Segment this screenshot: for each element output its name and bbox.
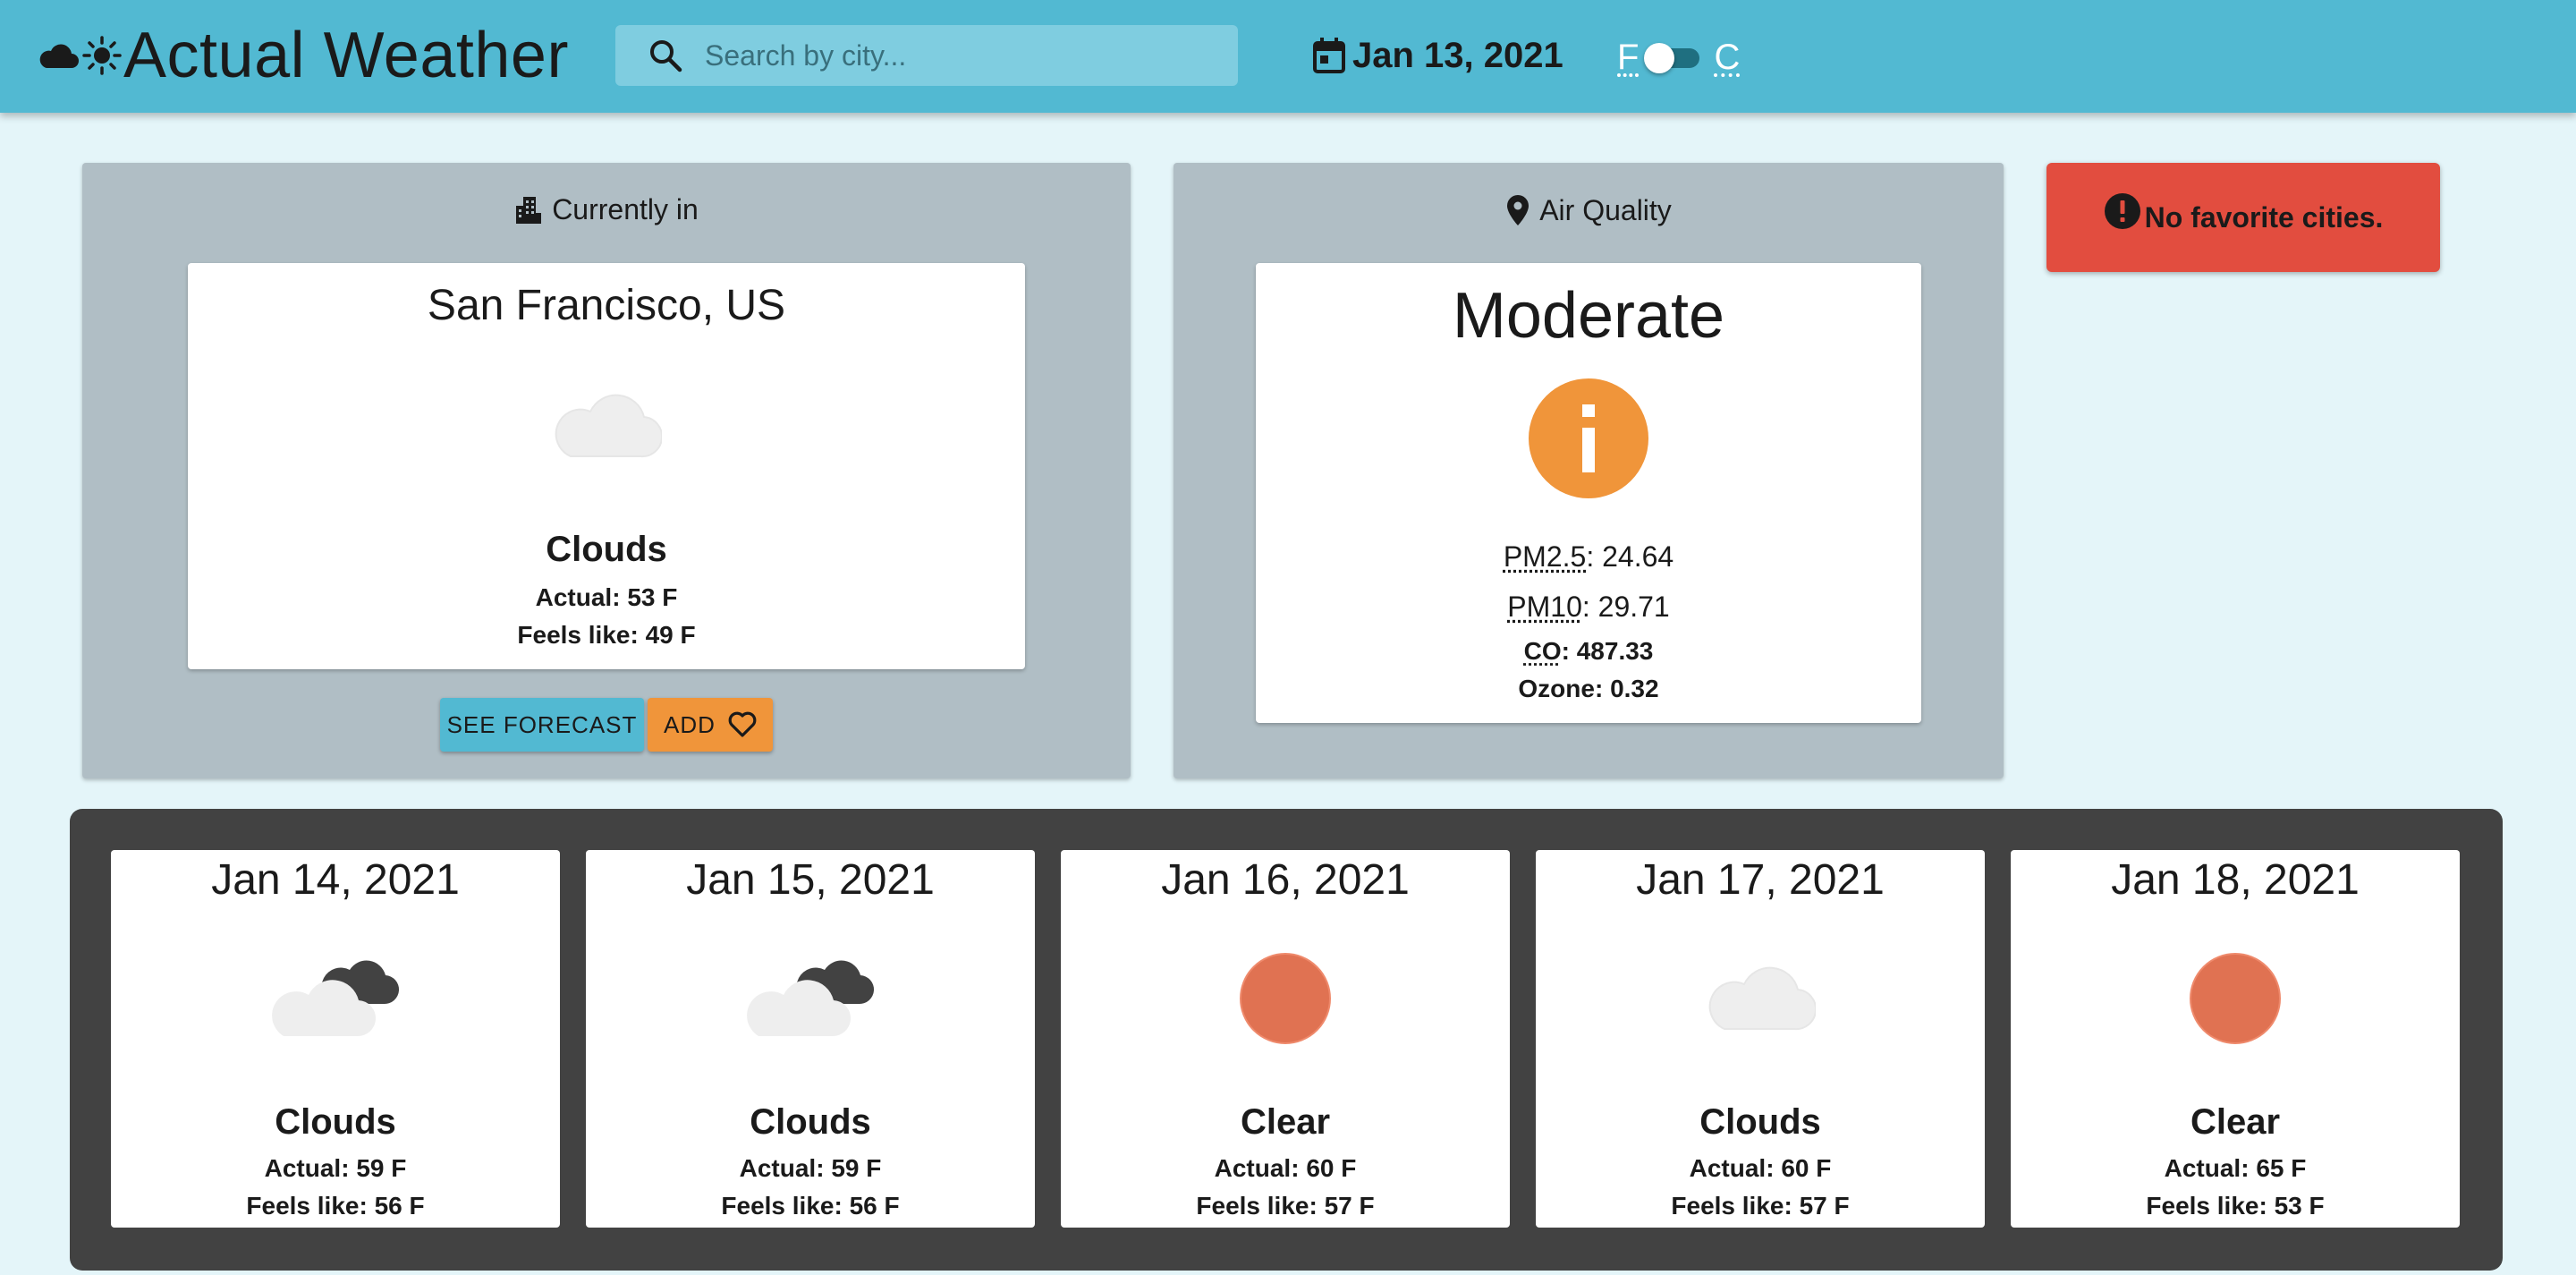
heart-outline-icon [728, 711, 757, 737]
app-title: Actual Weather [123, 20, 569, 91]
search-box[interactable] [615, 25, 1238, 86]
search-icon [650, 40, 682, 72]
location-pin-icon [1507, 195, 1530, 225]
clouds-icon [747, 960, 875, 1037]
forecast-feels-like: Feels like: 57 F [1671, 1192, 1850, 1220]
co-label: CO [1523, 637, 1562, 665]
weather-condition: Clouds [546, 530, 667, 569]
city-icon [516, 196, 542, 224]
forecast-condition: Clouds [750, 1102, 871, 1142]
pm10-value: : 29.71 [1581, 591, 1670, 623]
pm25-value: : 24.64 [1586, 540, 1674, 573]
forecast-date: Jan 14, 2021 [211, 856, 460, 904]
forecast-date: Jan 17, 2021 [1636, 856, 1885, 904]
unit-toggle[interactable]: F C [1617, 32, 1740, 82]
co-reading: CO: 487.33 [1256, 637, 1921, 666]
panel-title: Currently in [552, 193, 699, 225]
panel-title: Air Quality [1539, 193, 1672, 226]
favorites-alert: No favorite cities. [2046, 163, 2440, 272]
forecast-actual-temp: Actual: 60 F [1214, 1154, 1357, 1182]
search-input[interactable] [705, 38, 1206, 72]
forecast-feels-like: Feels like: 53 F [2146, 1192, 2325, 1220]
forecast-actual-temp: Actual: 65 F [2164, 1154, 2307, 1182]
clear-sun-icon [2190, 953, 2281, 1044]
current-weather-card: San Francisco, US Clouds Actual: 53 F Fe… [188, 263, 1025, 669]
forecast-condition: Clouds [275, 1102, 396, 1142]
date-label: Jan 13, 2021 [1352, 35, 1563, 75]
cloud-icon [555, 394, 664, 458]
add-label: ADD [664, 710, 716, 738]
pm25-label: PM2.5 [1503, 540, 1587, 573]
forecast-card[interactable]: Jan 17, 2021 Clouds Actual: 60 F Feels l… [1536, 850, 1985, 1228]
see-forecast-button[interactable]: SEE FORECAST [440, 698, 644, 752]
unit-switch[interactable] [1640, 32, 1712, 82]
air-quality-level: Moderate [1452, 280, 1725, 352]
pm10-reading: PM10: 29.71 [1256, 591, 1921, 624]
info-icon [1529, 378, 1648, 498]
weather-icon-wrap [188, 388, 1025, 464]
actual-temp: Actual: 53 F [535, 583, 678, 611]
forecast-actual-temp: Actual: 59 F [264, 1154, 407, 1182]
forecast-date: Jan 18, 2021 [2111, 856, 2360, 904]
alert-circle-icon [2104, 193, 2140, 229]
forecast-icon-wrap [586, 956, 1035, 1046]
forecast-condition: Clouds [1699, 1102, 1821, 1142]
forecast-icon-wrap [1536, 961, 1985, 1037]
see-forecast-label: SEE FORECAST [446, 710, 638, 738]
forecast-date: Jan 15, 2021 [686, 856, 935, 904]
brand[interactable]: Actual Weather [36, 18, 569, 93]
co-value: : 487.33 [1561, 637, 1654, 665]
cloud-icon [1708, 966, 1818, 1031]
info-icon-wrap [1256, 378, 1921, 504]
add-favorite-button[interactable]: ADD [648, 698, 773, 752]
feels-like-temp: Feels like: 49 F [517, 621, 696, 649]
forecast-card[interactable]: Jan 16, 2021 Clear Actual: 60 F Feels li… [1061, 850, 1510, 1228]
forecast-card[interactable]: Jan 18, 2021 Clear Actual: 65 F Feels li… [2011, 850, 2460, 1228]
unit-celsius-label[interactable]: C [1714, 37, 1741, 77]
current-date: Jan 13, 2021 [1311, 30, 1563, 81]
air-quality-panel: Air Quality Moderate PM2.5: 24.64 PM10: … [1174, 163, 2004, 778]
brand-icons [36, 36, 122, 75]
app-header: Actual Weather Jan 13, 2021 F C [0, 0, 2576, 113]
unit-fahrenheit-label[interactable]: F [1617, 37, 1640, 77]
forecast-condition: Clear [1240, 1102, 1331, 1142]
air-quality-card: Moderate PM2.5: 24.64 PM10: 29.71 CO: 48… [1256, 263, 1921, 723]
forecast-date: Jan 16, 2021 [1161, 856, 1410, 904]
pm10-label: PM10 [1507, 591, 1582, 623]
forecast-condition: Clear [2190, 1102, 2281, 1142]
pm25-reading: PM2.5: 24.64 [1256, 540, 1921, 574]
forecast-card[interactable]: Jan 15, 2021 Clouds Actual: 59 F Feels l… [586, 850, 1035, 1228]
forecast-feels-like: Feels like: 56 F [721, 1192, 900, 1220]
forecast-icon-wrap [2011, 952, 2460, 1050]
current-weather-panel: Currently in San Francisco, US Clouds Ac… [82, 163, 1131, 778]
city-name: San Francisco, US [427, 282, 786, 329]
panel-header: Air Quality [1174, 193, 2004, 227]
ozone-reading: Ozone: 0.32 [1518, 675, 1659, 702]
forecast-card[interactable]: Jan 14, 2021 Clouds Actual: 59 F Feels l… [111, 850, 560, 1228]
forecast-feels-like: Feels like: 57 F [1196, 1192, 1375, 1220]
clear-sun-icon [1240, 953, 1331, 1044]
sun-icon [82, 36, 122, 75]
switch-thumb[interactable] [1644, 43, 1675, 73]
forecast-icon-wrap [1061, 952, 1510, 1050]
forecast-icon-wrap [111, 956, 560, 1046]
forecast-actual-temp: Actual: 60 F [1689, 1154, 1832, 1182]
favorites-message: No favorite cities. [2144, 200, 2384, 234]
calendar-icon [1313, 38, 1345, 73]
forecast-actual-temp: Actual: 59 F [739, 1154, 882, 1182]
clouds-icon [272, 960, 400, 1037]
panel-header: Currently in [82, 193, 1131, 226]
forecast-feels-like: Feels like: 56 F [246, 1192, 425, 1220]
cloud-icon [39, 44, 79, 68]
forecast-strip: Jan 14, 2021 Clouds Actual: 59 F Feels l… [70, 809, 2503, 1271]
